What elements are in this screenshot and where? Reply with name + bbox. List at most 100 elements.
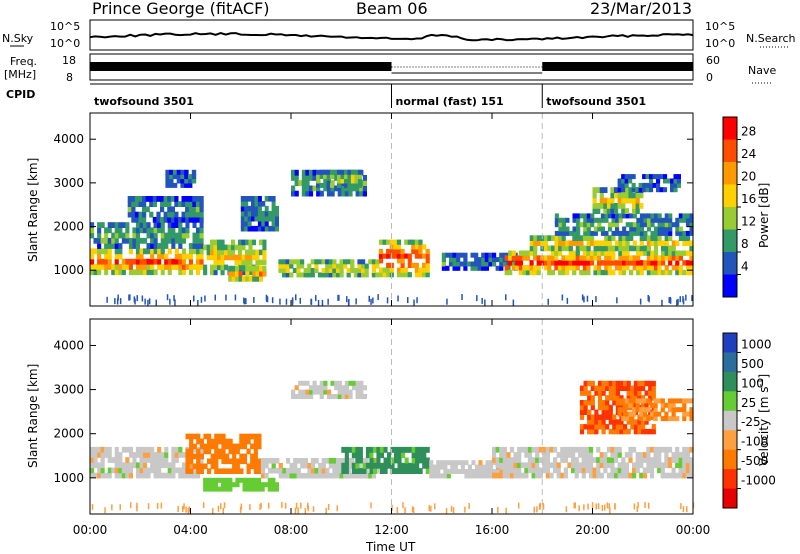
heatmap-cell: [188, 248, 193, 255]
heatmap-cell: [167, 222, 172, 228]
heatmap-cell: [118, 467, 123, 474]
heatmap-cell: [499, 472, 504, 479]
heatmap-cell: [621, 250, 627, 256]
heatmap-cell: [401, 462, 406, 469]
heatmap-cell: [90, 457, 95, 463]
heatmap-cell: [561, 255, 566, 261]
heatmap-cell: [118, 472, 123, 479]
heatmap-cell: [164, 253, 169, 260]
heatmap-cell: [192, 446, 197, 453]
heatmap-cell: [625, 245, 630, 252]
heatmap-cell: [346, 272, 351, 278]
heatmap-cell: [235, 448, 240, 455]
heatmap-cell: [667, 457, 673, 463]
heatmap-cell: [271, 201, 276, 207]
freq-bar-segment-1: [90, 62, 392, 71]
heatmap-cell: [642, 407, 647, 413]
heatmap-cell: [632, 245, 637, 252]
heatmap-cell: [362, 462, 367, 469]
heatmap-cell: [599, 462, 604, 469]
heatmap-cell: [362, 394, 367, 399]
heatmap-cell: [529, 245, 534, 252]
heatmap-cell: [664, 462, 669, 469]
heatmap-cell: [100, 467, 105, 474]
heatmap-cell: [135, 248, 140, 255]
heatmap-cell: [174, 264, 179, 270]
heatmap-cell: [597, 503, 600, 510]
heatmap-cell: [558, 235, 563, 241]
heatmap-cell: [517, 462, 522, 469]
heatmap-cell: [397, 457, 402, 464]
heatmap-cell: [642, 187, 647, 193]
heatmap-cell: [142, 206, 147, 213]
heatmap-cell: [592, 472, 597, 479]
heatmap-cell: [650, 213, 655, 219]
heatmap-cell: [225, 468, 230, 474]
heatmap-cell: [350, 263, 355, 269]
heatmap-cell: [600, 250, 605, 256]
heatmap-cell: [691, 295, 693, 302]
heatmap-cell: [682, 462, 687, 469]
heatmap-cell: [641, 428, 646, 435]
heatmap-cell: [378, 272, 384, 278]
heatmap-cell: [632, 260, 637, 266]
heatmap-cell: [294, 190, 299, 197]
heatmap-cell: [383, 468, 388, 474]
heatmap-cell: [578, 446, 583, 453]
heatmap-cell: [196, 472, 201, 479]
heatmap-cell: [104, 472, 109, 479]
x-axis-label: Time UT: [365, 540, 416, 554]
heatmap-cell: [97, 462, 102, 469]
heatmap-cell: [178, 269, 183, 276]
heatmap-cell: [291, 389, 296, 395]
nsearch-label: N.Search: [746, 32, 796, 45]
heatmap-cell: [316, 182, 321, 188]
heatmap-cell: [185, 211, 190, 218]
heatmap-cell: [467, 469, 472, 474]
heatmap-cell: [199, 216, 204, 223]
heatmap-cell: [632, 255, 637, 261]
heatmap-cell: [568, 255, 573, 261]
heatmap-cell: [572, 213, 577, 219]
heatmap-cell: [354, 178, 359, 184]
heatmap-cell: [355, 185, 360, 192]
heatmap-cell: [575, 265, 580, 271]
nsky-label: N.Sky: [2, 32, 34, 45]
heatmap-cell: [337, 174, 342, 180]
heatmap-cell: [220, 249, 225, 256]
heatmap-cell: [649, 411, 655, 417]
heatmap-cell: [492, 446, 497, 453]
heatmap-cell: [271, 215, 276, 222]
heatmap-cell: [129, 294, 131, 301]
heatmap-cell: [538, 467, 543, 474]
heatmap-cell: [407, 272, 412, 278]
heatmap-cell: [485, 473, 490, 479]
heatmap-cell: [142, 201, 147, 207]
heatmap-cell: [624, 411, 629, 417]
heatmap-cell: [505, 507, 507, 514]
heatmap-cell: [189, 448, 194, 455]
heatmap-cell: [601, 385, 606, 391]
velocity-colorbar-label: Velocity[m s-1]: [756, 374, 771, 466]
heatmap-cell: [597, 245, 602, 252]
heatmap-cell: [167, 237, 172, 244]
heatmap-cell: [601, 424, 606, 430]
heatmap-cell: [271, 482, 276, 488]
heatmap-cell: [357, 272, 362, 278]
heatmap-cell: [685, 411, 690, 417]
heatmap-cell: [648, 385, 653, 391]
heatmap-cell: [411, 468, 416, 474]
heatmap-cell: [271, 486, 276, 492]
heatmap-cell: [542, 502, 544, 509]
heatmap-cell: [150, 248, 155, 255]
heatmap-cell: [400, 248, 405, 255]
heatmap-cell: [411, 239, 416, 245]
heatmap-cell: [214, 443, 219, 450]
heatmap-cell: [323, 180, 328, 186]
heatmap-cell: [125, 264, 130, 270]
heatmap-cell: [131, 216, 136, 223]
heatmap-cell: [157, 462, 162, 469]
heatmap-cell: [612, 385, 617, 391]
heatmap-cell: [408, 462, 413, 469]
heatmap-cell: [125, 222, 130, 228]
